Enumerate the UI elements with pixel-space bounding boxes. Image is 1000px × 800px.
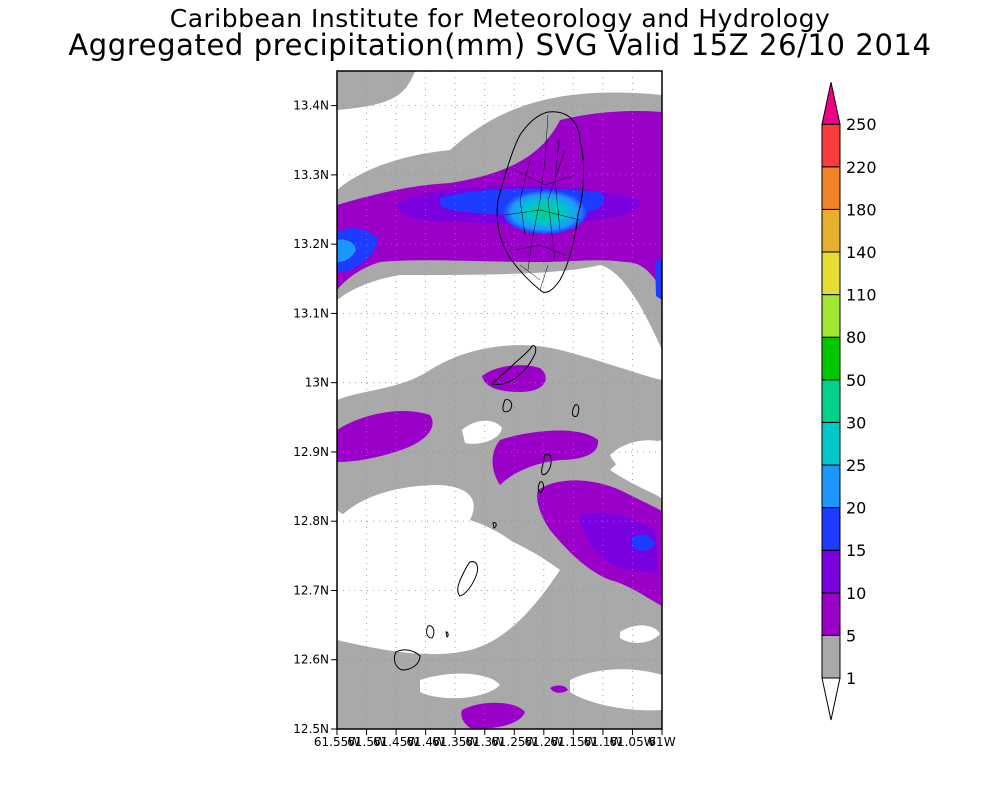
precip-purple-region bbox=[482, 365, 546, 392]
island-canouan bbox=[571, 404, 580, 417]
no-precip-region bbox=[337, 604, 400, 628]
colorbar-segment bbox=[821, 208, 841, 253]
lon-tick-label: 61.15W bbox=[550, 735, 596, 749]
colorbar-level-label: 1 bbox=[846, 669, 856, 688]
precip-purple-region bbox=[550, 685, 568, 693]
colorbar-level-label: 110 bbox=[846, 286, 877, 305]
lon-tick-label: 61W bbox=[648, 735, 675, 749]
colorbar-segment bbox=[821, 464, 841, 509]
product-title: Aggregated precipitation(mm) SVG Valid 1… bbox=[68, 28, 932, 62]
precip-gray-region bbox=[337, 71, 415, 110]
lon-tick-label: 61.35W bbox=[432, 735, 478, 749]
precip-field bbox=[337, 71, 662, 729]
map-frame bbox=[336, 70, 663, 730]
lat-tick-label: 13.3N bbox=[293, 168, 329, 182]
colorbar-level-label: 20 bbox=[846, 499, 866, 518]
colorbar-segment bbox=[821, 251, 841, 296]
island-bequia bbox=[491, 345, 537, 385]
lon-tick-label: 61.25W bbox=[491, 735, 537, 749]
island-saint-vincent-interior bbox=[504, 114, 581, 291]
longitude-axis: 61.55W61.5W61.45W61.4W61.35W61.3W61.25W6… bbox=[314, 729, 676, 749]
colorbar-segment bbox=[821, 421, 841, 466]
island-coastlines bbox=[393, 111, 585, 671]
lon-tick-label: 61.55W bbox=[314, 735, 360, 749]
colorbar-segment bbox=[821, 294, 841, 338]
island-small-cays bbox=[426, 625, 449, 639]
map-gridlines bbox=[337, 71, 662, 729]
precip-purple-region bbox=[580, 513, 658, 572]
lon-tick-label: 61.2W bbox=[525, 735, 564, 749]
lat-tick-label: 13.4N bbox=[293, 99, 329, 113]
lat-tick-label: 12.7N bbox=[293, 583, 329, 597]
lon-tick-label: 61.5W bbox=[347, 735, 386, 749]
colorbar-segment bbox=[821, 123, 841, 168]
colorbar-level-label: 220 bbox=[846, 158, 877, 177]
lat-tick-label: 13.1N bbox=[293, 306, 329, 320]
colorbar-level-label: 10 bbox=[846, 584, 866, 603]
colorbar-level-label: 180 bbox=[846, 200, 877, 219]
precip-purple-region bbox=[461, 702, 525, 729]
colorbar-level-label: 250 bbox=[846, 115, 877, 134]
lon-tick-label: 61.3W bbox=[465, 735, 504, 749]
colorbar-level-label: 80 bbox=[846, 328, 866, 347]
no-precip-region bbox=[420, 673, 500, 699]
colorbar-segment bbox=[821, 592, 841, 636]
lon-tick-label: 61.45W bbox=[373, 735, 419, 749]
island-carriacou bbox=[457, 561, 479, 597]
lon-tick-label: 61.05W bbox=[609, 735, 655, 749]
island-mustique bbox=[502, 399, 513, 413]
colorbar-segment bbox=[821, 166, 841, 210]
precip-blue-region bbox=[655, 258, 662, 300]
lat-tick-label: 12.9N bbox=[293, 445, 329, 459]
colorbar-segment bbox=[821, 634, 841, 679]
island-saint-vincent bbox=[496, 111, 585, 293]
lat-tick-label: 12.6N bbox=[293, 653, 329, 667]
lat-tick-label: 13.2N bbox=[293, 237, 329, 251]
colorbar-level-label: 30 bbox=[846, 413, 866, 432]
lat-tick-label: 12.5N bbox=[293, 722, 329, 736]
colorbar-low-triangle bbox=[821, 677, 841, 721]
precip-blue-region bbox=[337, 228, 378, 272]
colorbar-level-label: 5 bbox=[846, 626, 856, 645]
colorbar-segment bbox=[821, 336, 841, 381]
no-precip-region bbox=[462, 420, 502, 444]
lon-tick-label: 61.1W bbox=[584, 735, 623, 749]
no-precip-region bbox=[610, 440, 662, 492]
precip-blue-region bbox=[632, 534, 655, 551]
no-precip-region bbox=[620, 625, 660, 643]
no-precip-region bbox=[570, 669, 662, 711]
colorbar-level-label: 25 bbox=[846, 456, 866, 475]
precip-core-region bbox=[503, 190, 587, 234]
colorbar-segment bbox=[821, 379, 841, 423]
colorbar-segment bbox=[821, 507, 841, 551]
lat-tick-label: 13N bbox=[305, 376, 329, 390]
lon-tick-label: 61.4W bbox=[406, 735, 445, 749]
precip-purple-region bbox=[337, 410, 433, 462]
island-mayreau bbox=[541, 453, 552, 476]
colorbar-segment bbox=[821, 549, 841, 594]
colorbar-level-label: 140 bbox=[846, 243, 877, 262]
lat-tick-label: 12.8N bbox=[293, 514, 329, 528]
colorbar-level-label: 50 bbox=[846, 371, 866, 390]
colorbar-level-label: 15 bbox=[846, 541, 866, 560]
institution-title: Caribbean Institute for Meteorology and … bbox=[169, 4, 831, 33]
island-petite-martinique bbox=[492, 522, 497, 529]
precip-blue-region bbox=[337, 239, 356, 262]
latitude-axis: 13.4N 13.3N 13.2N 13.1N 13N 12.9N 12.8N 12.7N 12… bbox=[293, 99, 337, 736]
colorbar-high-triangle bbox=[821, 82, 841, 125]
island-union bbox=[537, 481, 544, 493]
no-precip-region bbox=[337, 485, 534, 642]
precip-purple-region bbox=[492, 430, 599, 485]
island-grenada-north bbox=[393, 649, 421, 671]
